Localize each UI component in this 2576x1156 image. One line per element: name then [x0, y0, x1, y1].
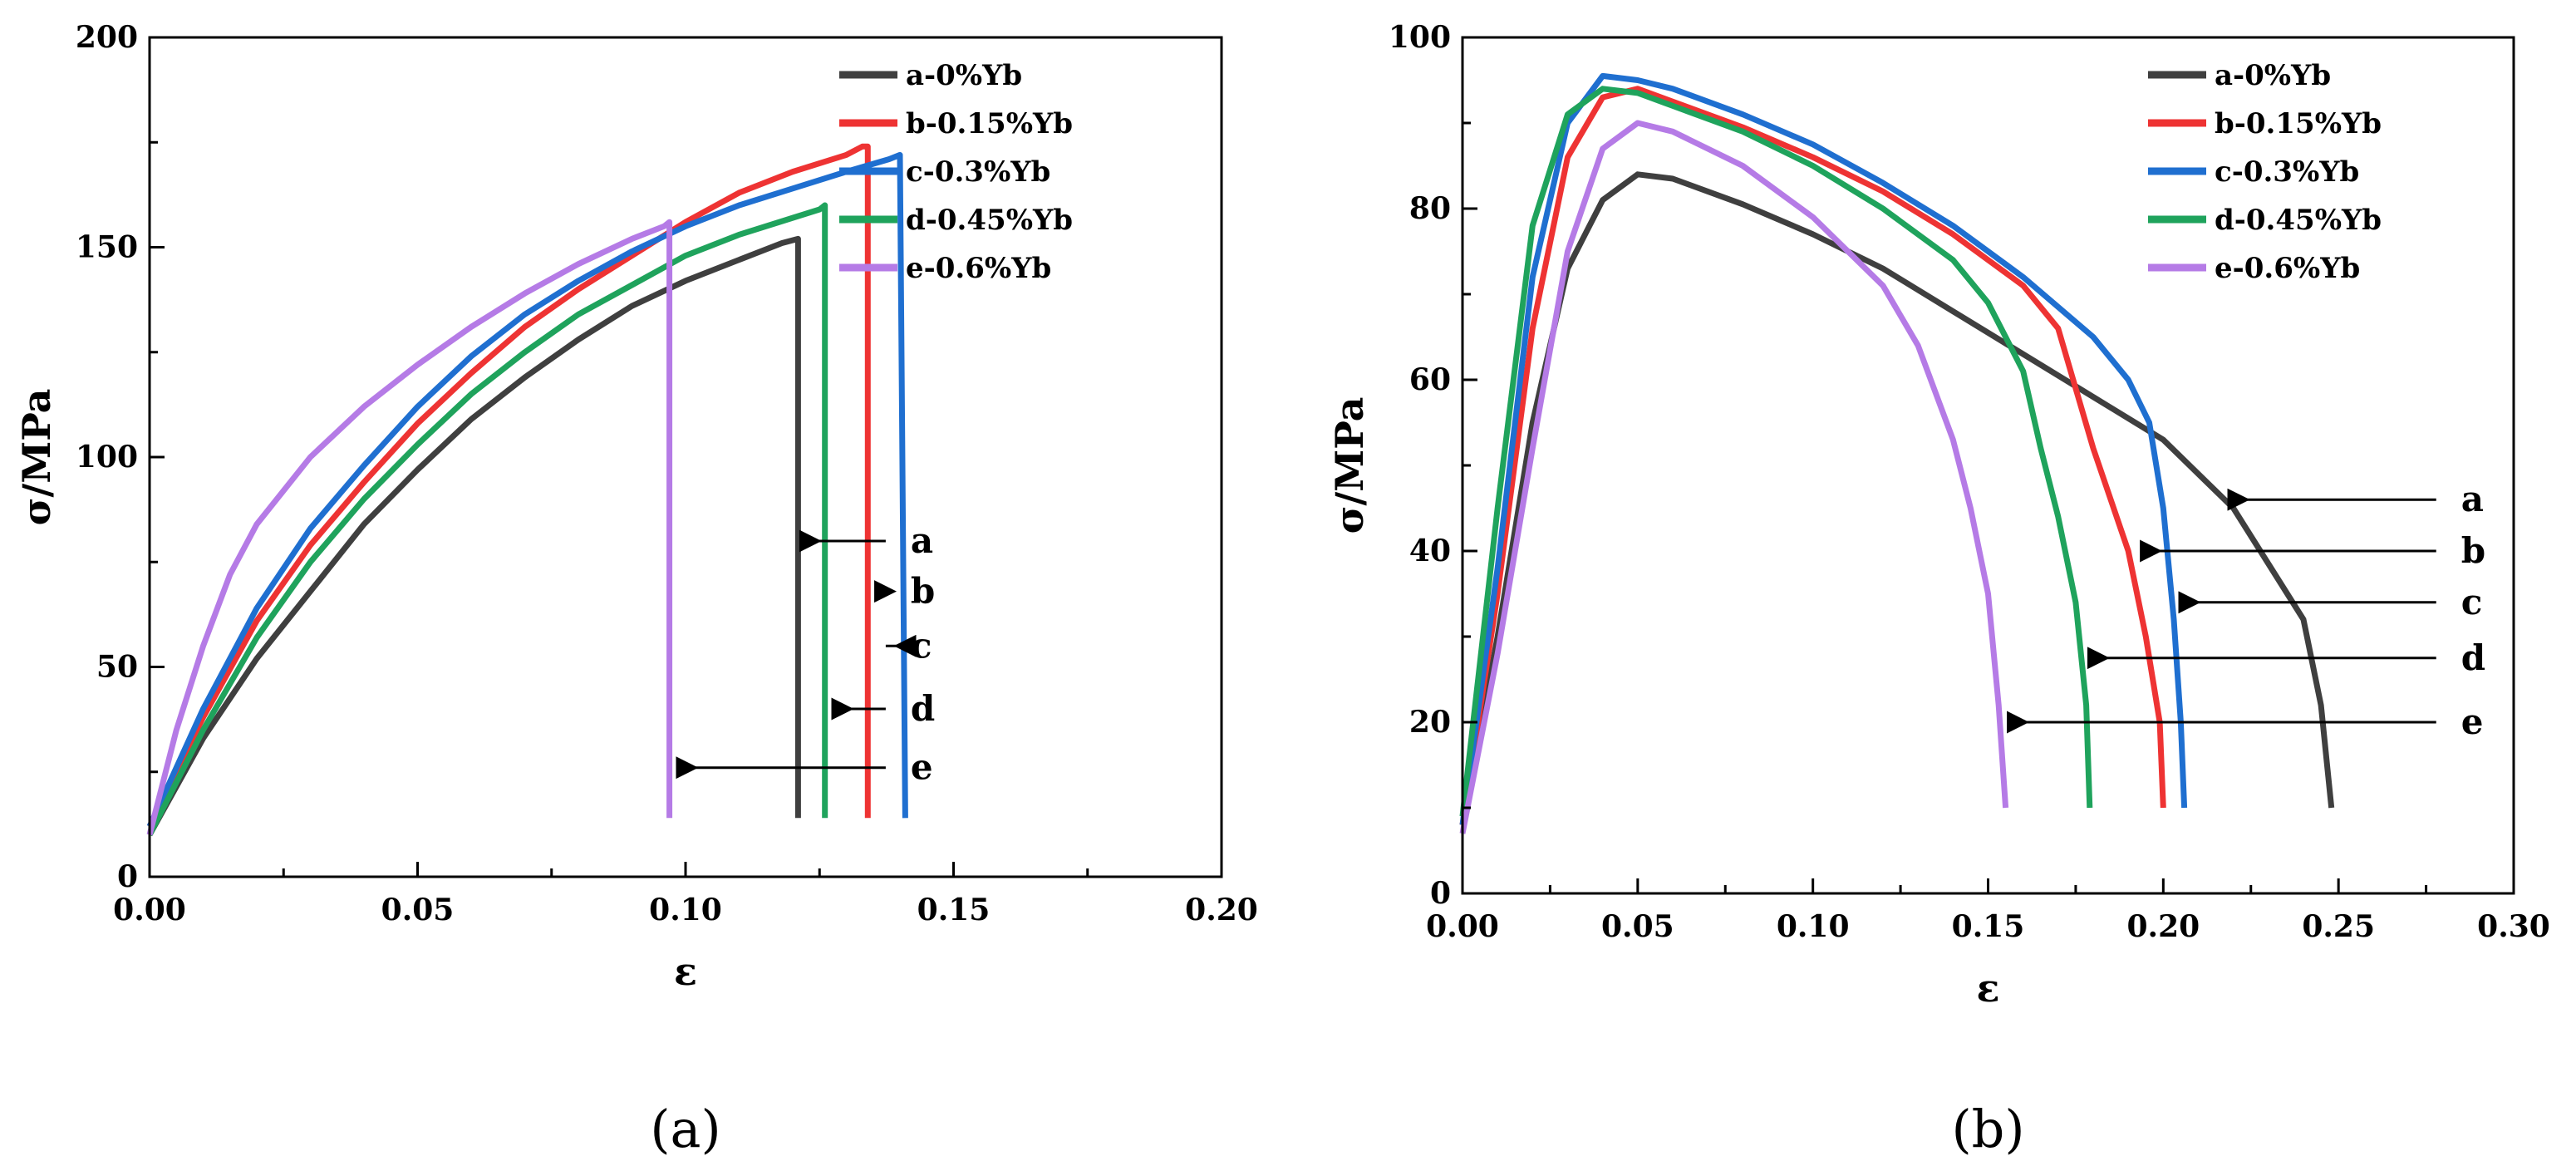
y-tick-label: 20	[1409, 705, 1451, 740]
x-tick-label: 0.10	[1777, 909, 1850, 944]
x-tick-label: 0.20	[1185, 893, 1258, 927]
y-tick-label: 100	[1389, 20, 1451, 55]
legend-label-c: c-0.3%Yb	[2215, 155, 2359, 189]
y-tick-label: 150	[76, 230, 138, 265]
y-tick-label: 50	[96, 650, 138, 685]
x-tick-label: 0.15	[917, 893, 991, 927]
legend: a-0%Yb b-0.15%Yb c-0.3%Yb d-0.45%Yb e-0.6%Yb	[839, 59, 1073, 285]
legend-label-e: e-0.6%Yb	[906, 252, 1051, 285]
y-tick-label: 40	[1409, 534, 1451, 568]
y-axis-label: σ/MPa	[1327, 397, 1372, 534]
legend-label-e: e-0.6%Yb	[2215, 252, 2360, 285]
series-line-b	[146, 143, 871, 828]
annotation-label-b: b	[911, 571, 935, 612]
legend: a-0%Yb b-0.15%Yb c-0.3%Yb d-0.45%Yb e-0.6%Yb	[2148, 59, 2382, 285]
annotation-label-a: a	[2461, 479, 2484, 519]
legend-label-d: d-0.45%Yb	[906, 204, 1073, 237]
annotation-label-a: a	[911, 520, 933, 561]
legend-label-a: a-0%Yb	[906, 59, 1022, 92]
panel-label: (a)	[650, 1099, 720, 1156]
x-tick-label: 0.10	[649, 893, 722, 927]
y-tick-label: 100	[76, 440, 138, 475]
series-line-a	[146, 235, 801, 837]
series-line-e	[1459, 120, 2009, 834]
legend-label-b: b-0.15%Yb	[2215, 107, 2382, 140]
y-axis-label: σ/MPa	[14, 389, 59, 526]
x-axis-label: ε	[1977, 966, 2000, 1011]
y-tick-label: 80	[1409, 191, 1451, 226]
series-line-c	[146, 151, 908, 828]
legend-label-d: d-0.45%Yb	[2215, 204, 2382, 237]
series-line-a	[1459, 171, 2335, 826]
annotation-label-e: e	[2461, 701, 2484, 742]
legend-label-a: a-0%Yb	[2215, 59, 2331, 92]
legend-label-b: b-0.15%Yb	[906, 107, 1073, 140]
y-tick-label: 200	[76, 20, 138, 55]
legend-label-c: c-0.3%Yb	[906, 155, 1050, 189]
x-tick-label: 0.20	[2126, 909, 2200, 944]
series-layer	[1459, 72, 2335, 834]
x-tick-label: 0.00	[1426, 909, 1499, 944]
x-tick-label: 0.30	[2477, 909, 2550, 944]
annotation-label-c: c	[911, 625, 932, 666]
series-layer	[146, 143, 908, 837]
y-tick-label: 60	[1409, 362, 1451, 397]
annotation-label-b: b	[2461, 530, 2485, 571]
x-tick-label: 0.15	[1952, 909, 2025, 944]
annotation-label-d: d	[911, 688, 935, 729]
series-line-d	[1459, 86, 2093, 817]
panel-label: (b)	[1951, 1099, 2024, 1156]
y-tick-label: 0	[117, 859, 138, 894]
axis-ticks: 0.00 0.05 0.10 0.15 0.20 0 50 100 150 200	[76, 20, 1258, 927]
x-tick-label: 0.00	[113, 893, 186, 927]
x-tick-label: 0.05	[1601, 909, 1674, 944]
series-line-c	[1459, 72, 2188, 826]
x-tick-label: 0.05	[381, 893, 455, 927]
x-axis-label: ε	[674, 949, 697, 994]
annotation-label-e: e	[911, 747, 933, 788]
annotation-label-c: c	[2461, 582, 2483, 622]
axis-ticks: 0.00 0.05 0.10 0.15 0.20 0.25 0.30 0 20 40 60 80 100	[1389, 20, 2550, 944]
x-tick-label: 0.25	[2302, 909, 2375, 944]
series-line-e	[146, 219, 673, 836]
y-tick-label: 0	[1430, 876, 1451, 911]
series-line-d	[146, 202, 828, 837]
annotation-label-d: d	[2461, 637, 2485, 678]
series-line-b	[1459, 86, 2166, 826]
